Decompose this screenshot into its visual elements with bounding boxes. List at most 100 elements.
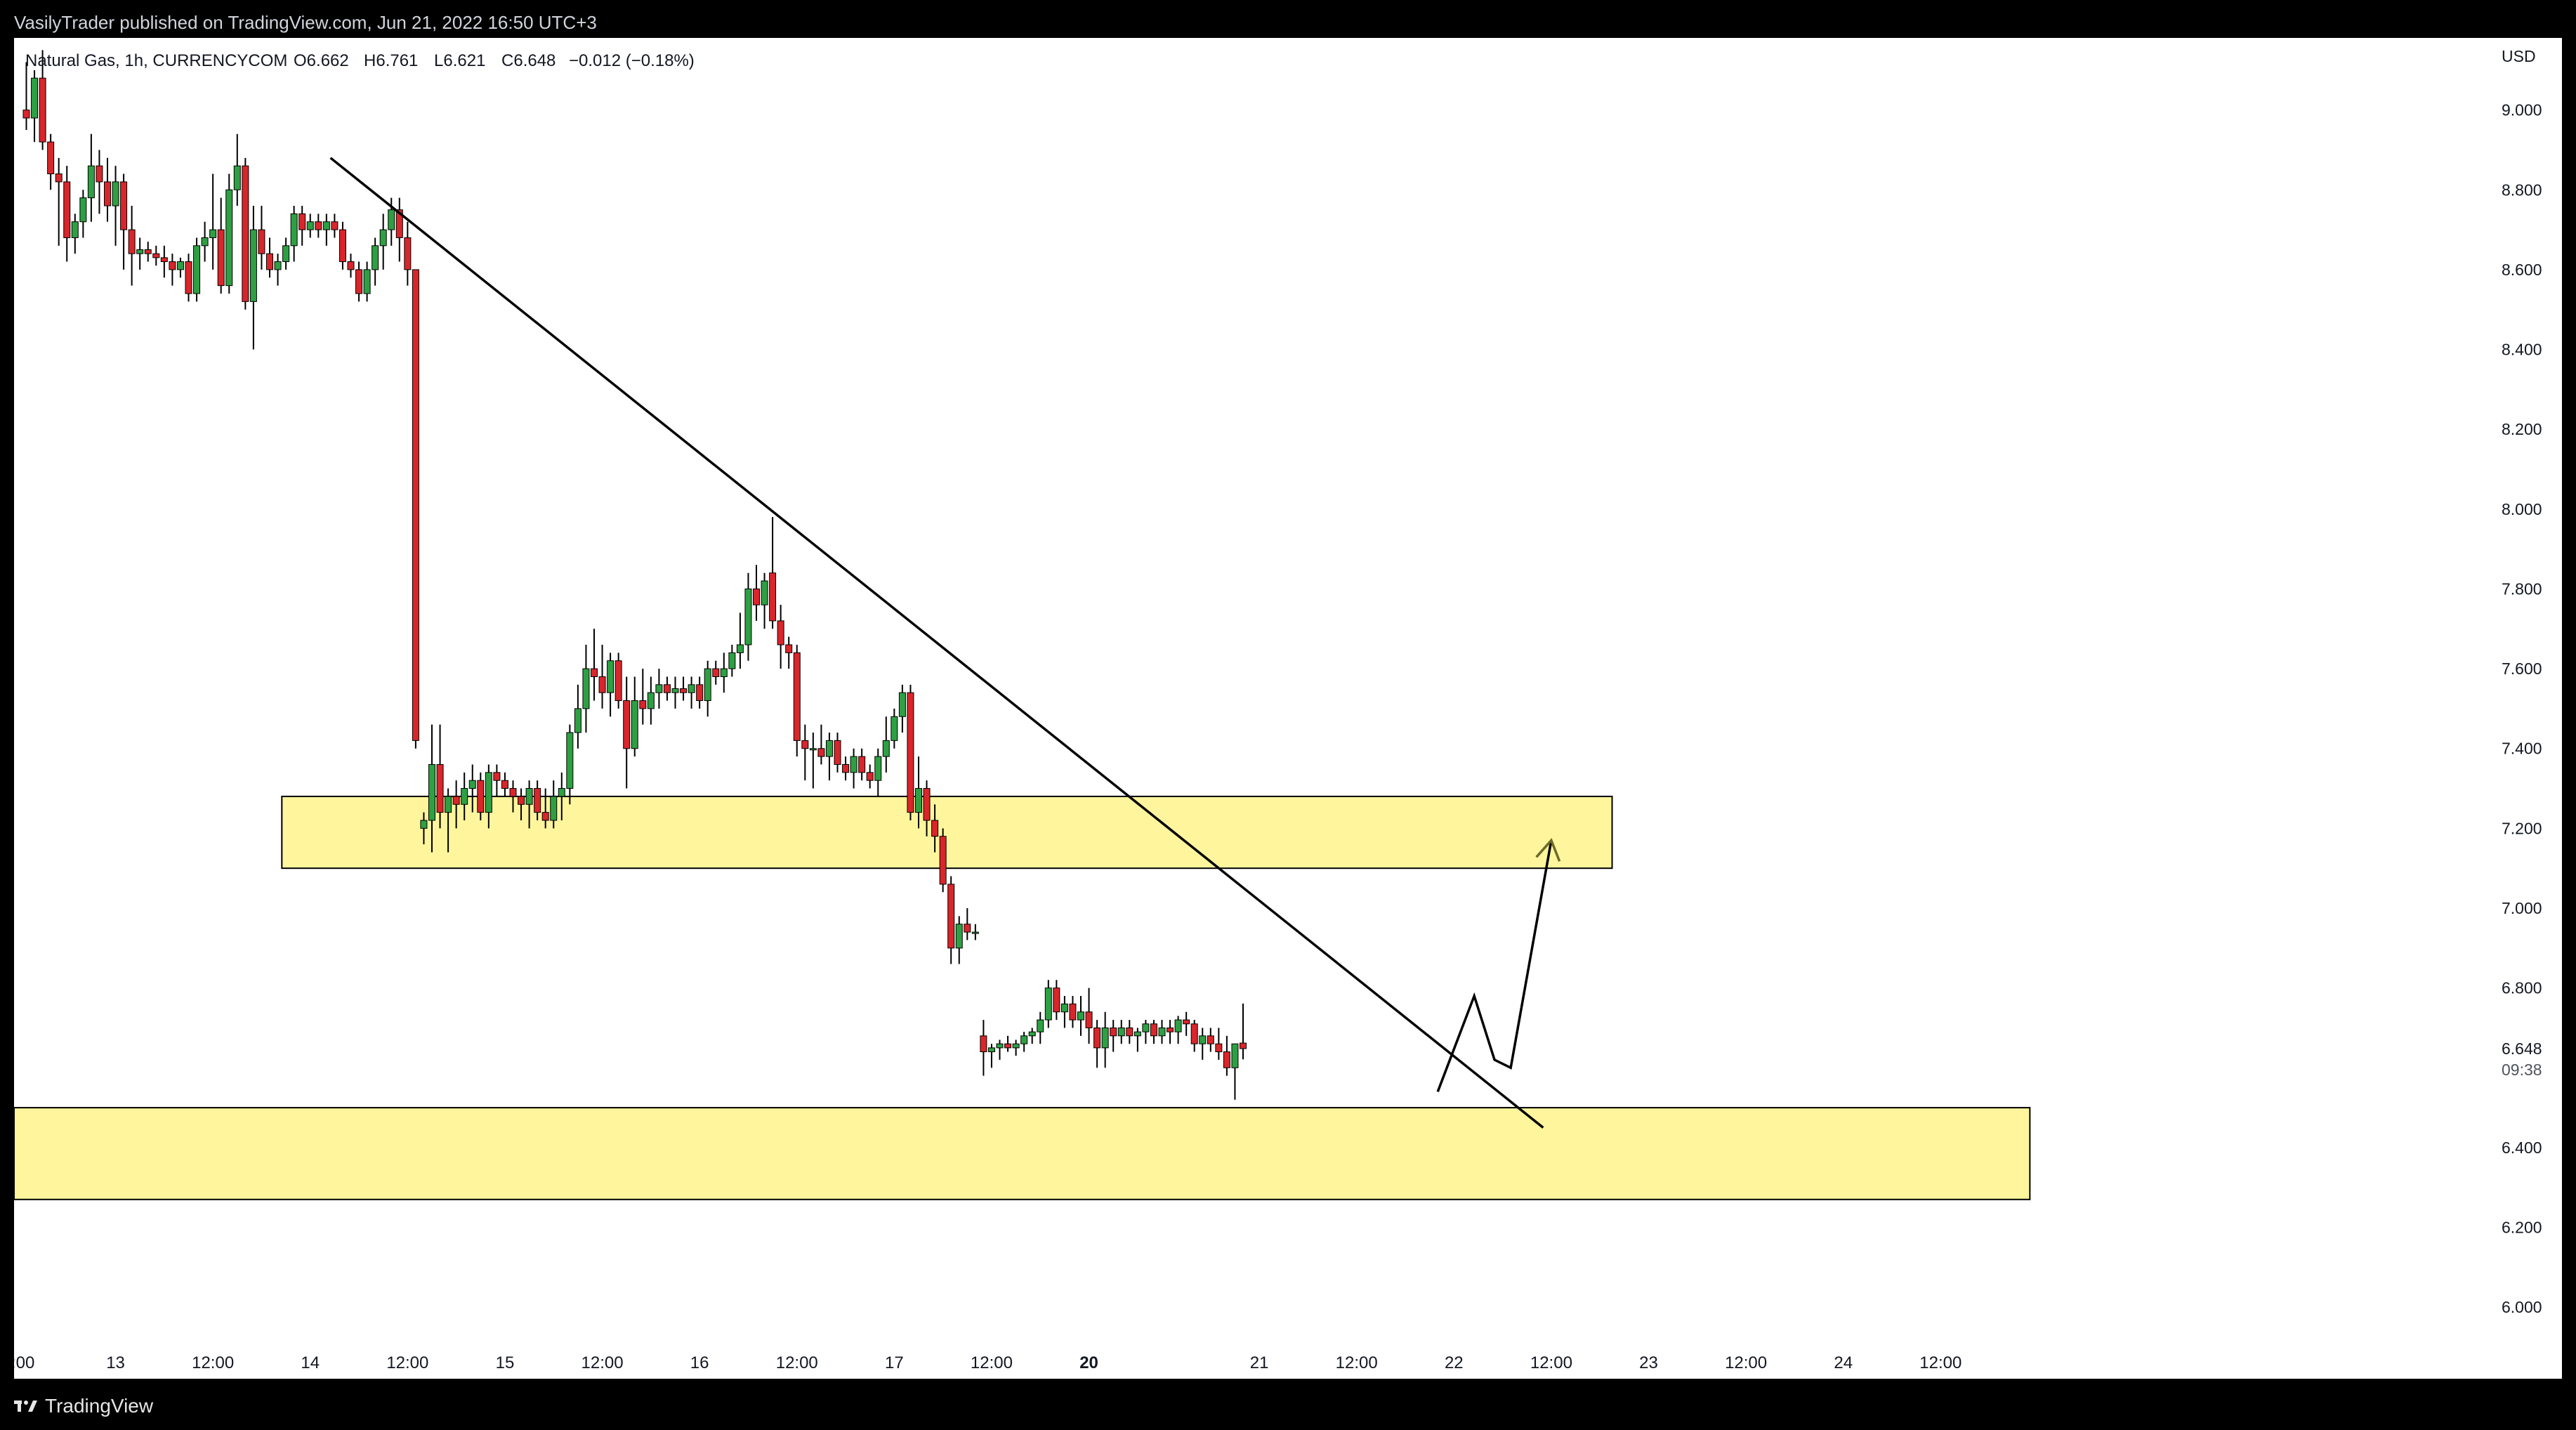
published-caption: VasilyTrader published on TradingView.co…: [14, 12, 597, 33]
candle: [769, 517, 777, 629]
candle-body: [615, 660, 622, 702]
bar-countdown-label: 09:38: [2502, 1061, 2542, 1079]
candle: [79, 190, 87, 238]
candle: [947, 876, 955, 964]
candle-body: [242, 165, 249, 302]
candle-body: [152, 253, 160, 258]
candle: [225, 173, 233, 294]
time-tick-label: 12:00: [1725, 1353, 1767, 1372]
candle-body: [71, 221, 79, 238]
candle-body: [923, 788, 931, 821]
candle: [809, 733, 817, 789]
candle-body: [639, 700, 647, 709]
candle-body: [468, 780, 476, 789]
time-tick-label: 20: [1079, 1353, 1098, 1372]
candle-body: [785, 644, 793, 653]
time-tick-label: 16: [690, 1353, 709, 1372]
candle: [882, 716, 890, 773]
candle: [1069, 996, 1077, 1028]
candle: [128, 206, 136, 286]
candle: [1199, 1028, 1207, 1060]
candle: [720, 652, 728, 693]
candle: [663, 676, 671, 701]
candle: [615, 652, 622, 709]
candle-body: [1142, 1023, 1150, 1032]
candle: [1150, 1020, 1157, 1044]
candle: [1020, 1032, 1028, 1052]
candle: [322, 214, 330, 246]
candle: [607, 652, 615, 717]
candle-body: [1004, 1043, 1012, 1049]
candle-body: [63, 181, 71, 238]
candle-body: [217, 229, 225, 287]
time-tick-label: 2:00: [2, 1353, 35, 1372]
candle-body: [1044, 988, 1052, 1021]
candle-body: [817, 748, 825, 757]
candle: [696, 676, 704, 709]
candle: [1126, 1020, 1133, 1044]
candle: [404, 221, 412, 286]
candle: [964, 908, 971, 940]
candle-body: [1183, 1019, 1190, 1025]
candle-body: [728, 652, 736, 669]
candle: [574, 684, 581, 749]
legend-change: −0.012 (−0.18%): [569, 51, 695, 70]
candle-body: [744, 588, 752, 645]
candle: [647, 676, 655, 725]
price-tick-label: 9.000: [2502, 101, 2542, 119]
time-tick-label: 12:00: [1919, 1353, 1961, 1372]
candle-body: [598, 676, 606, 693]
candle: [655, 669, 663, 709]
candle-body: [777, 620, 784, 645]
candle: [874, 748, 882, 796]
candle: [379, 214, 387, 270]
price-axis: USD 9.000 8.800 8.600 8.400 8.200 8.000 7.800 7.…: [2502, 47, 2542, 1316]
candle: [452, 780, 460, 829]
candle: [834, 733, 841, 773]
candle-body: [185, 261, 192, 294]
candle: [266, 237, 273, 278]
candle-body: [1231, 1043, 1239, 1068]
candle-body: [1133, 1031, 1141, 1037]
candle: [566, 724, 574, 805]
candle: [55, 157, 63, 246]
candle-body: [79, 197, 87, 223]
candle: [282, 237, 290, 270]
candle-body: [842, 763, 850, 773]
candle-body: [736, 644, 744, 653]
candle: [891, 708, 898, 749]
price-tick-label: 7.000: [2502, 899, 2542, 917]
candle: [793, 645, 801, 757]
resistance-zone: [281, 795, 1613, 870]
candle: [31, 70, 39, 143]
candle: [518, 788, 525, 820]
candle: [1207, 1028, 1214, 1052]
time-tick-label: 12:00: [581, 1353, 624, 1372]
candle-body: [574, 708, 581, 733]
candle: [428, 724, 435, 853]
candle: [1240, 1003, 1247, 1060]
candle-body: [834, 740, 841, 765]
tradingview-branding[interactable]: TradingView: [14, 1391, 153, 1422]
candle-body: [1174, 1019, 1182, 1032]
candle: [176, 257, 184, 278]
candle-body: [1069, 1003, 1077, 1021]
candle: [541, 788, 549, 829]
candle: [744, 572, 752, 661]
candle-body: [1150, 1023, 1157, 1037]
candle-body: [176, 261, 184, 270]
time-axis-background: [14, 1341, 2557, 1379]
candle: [209, 173, 217, 270]
candle-body: [322, 221, 330, 230]
candle-body: [704, 668, 711, 702]
time-tick-label: 12:00: [971, 1353, 1013, 1372]
candle-body: [1207, 1035, 1214, 1044]
candle: [866, 764, 874, 789]
candle-body: [128, 229, 136, 254]
candle-body: [1167, 1027, 1174, 1032]
candle-body: [647, 692, 655, 709]
candle: [1037, 1011, 1044, 1044]
candle-body: [347, 261, 355, 270]
candle-body: [761, 580, 768, 605]
